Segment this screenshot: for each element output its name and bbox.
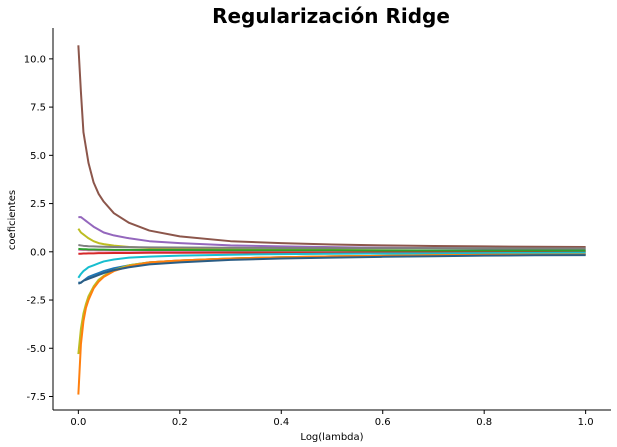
y-tick-label: 0.0 xyxy=(30,247,46,258)
y-axis-ticks: -7.5 -5.0 -2.5 0.0 2.5 5.0 7.5 10.0 xyxy=(24,54,53,403)
x-tick-label: 0.8 xyxy=(476,417,492,428)
x-axis-ticks: 0.0 0.2 0.4 0.6 0.8 1.0 xyxy=(70,410,594,428)
x-tick-label: 0.0 xyxy=(70,417,86,428)
x-tick-label: 1.0 xyxy=(578,417,594,428)
chart-title: Regularización Ridge xyxy=(212,4,450,28)
y-tick-label: -5.0 xyxy=(26,344,46,355)
x-tick-label: 0.4 xyxy=(273,417,289,428)
series-line-12 xyxy=(78,254,586,285)
x-tick-label: 0.2 xyxy=(172,417,188,428)
y-tick-label: 10.0 xyxy=(24,54,46,65)
series-line-9 xyxy=(78,253,586,284)
y-tick-label: -7.5 xyxy=(26,392,46,403)
series-line-11 xyxy=(77,253,586,395)
series-line-10 xyxy=(77,253,586,355)
y-tick-label: -2.5 xyxy=(26,296,46,307)
y-tick-label: 5.0 xyxy=(30,151,46,162)
x-axis-title: Log(lambda) xyxy=(300,432,363,443)
y-tick-label: 2.5 xyxy=(30,199,46,210)
series-lines xyxy=(77,45,586,395)
series-line-7 xyxy=(78,247,586,252)
y-tick-label: 7.5 xyxy=(30,103,46,114)
y-axis-title: coeficientes xyxy=(7,190,18,250)
series-line-4 xyxy=(78,244,586,250)
series-line-8 xyxy=(77,251,586,279)
series-line-1 xyxy=(77,45,586,248)
x-tick-label: 0.6 xyxy=(375,417,391,428)
